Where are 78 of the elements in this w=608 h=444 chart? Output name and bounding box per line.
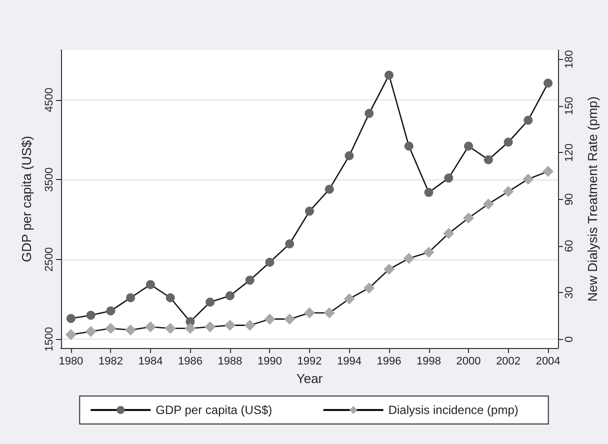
point xyxy=(384,70,394,80)
point xyxy=(224,320,236,331)
legend-label: GDP per capita (US$) xyxy=(156,403,272,417)
y-tick-label: 4500 xyxy=(44,88,56,112)
x-tick-label: 2004 xyxy=(536,356,560,368)
point xyxy=(403,252,414,264)
point xyxy=(404,142,414,151)
y2-tick-label: 150 xyxy=(564,96,576,116)
y2-tick-label: 90 xyxy=(564,193,576,206)
x-tick-label: 1992 xyxy=(297,356,322,368)
point xyxy=(126,293,136,302)
point xyxy=(324,184,334,194)
point xyxy=(502,186,514,198)
point xyxy=(305,206,314,216)
point xyxy=(164,322,176,334)
x-tick-label: 1998 xyxy=(416,356,442,368)
point xyxy=(105,322,116,334)
point xyxy=(384,264,395,275)
y2-tick-label: 180 xyxy=(564,50,576,69)
point xyxy=(206,298,215,307)
x-tick-label: 1986 xyxy=(178,356,202,368)
point xyxy=(463,212,474,224)
x-axis-title: Year xyxy=(296,371,324,386)
y2-tick-label: 30 xyxy=(564,286,576,299)
point xyxy=(265,258,274,267)
legend-label: Dialysis incidence (pmp) xyxy=(388,403,518,417)
x-tick-label: 1988 xyxy=(218,356,242,368)
x-tick-label: 1982 xyxy=(98,356,123,368)
y2-tick-label: 0 xyxy=(564,336,576,342)
point xyxy=(504,138,513,147)
point xyxy=(264,314,276,325)
point xyxy=(364,282,375,294)
y2-tick-label: 60 xyxy=(564,240,576,252)
point xyxy=(86,310,96,320)
x-tick-label: 2000 xyxy=(456,356,481,368)
point xyxy=(424,188,434,197)
point xyxy=(146,280,155,290)
point xyxy=(444,174,454,183)
point xyxy=(245,276,254,285)
point xyxy=(324,307,335,318)
y2-axis-title: New Dialysis Treatment Rate (pmp) xyxy=(585,96,600,302)
x-tick-label: 1990 xyxy=(258,356,282,368)
point xyxy=(166,293,175,302)
point xyxy=(125,324,136,336)
point xyxy=(284,314,296,325)
point xyxy=(65,329,76,340)
point xyxy=(522,174,534,185)
x-tick-label: 1994 xyxy=(337,356,362,368)
point xyxy=(443,228,454,240)
x-tick-label: 1996 xyxy=(376,356,402,368)
y-tick-label: 2500 xyxy=(44,247,56,272)
point xyxy=(66,314,76,323)
point xyxy=(482,198,494,210)
point xyxy=(144,321,156,332)
x-tick-label: 2002 xyxy=(496,356,521,368)
point xyxy=(225,291,234,300)
point xyxy=(464,142,474,151)
y-tick-label: 3500 xyxy=(44,167,56,192)
x-tick-label: 1980 xyxy=(58,356,84,368)
point xyxy=(106,306,116,316)
point xyxy=(542,166,554,177)
point xyxy=(304,307,315,318)
point xyxy=(524,116,533,125)
point xyxy=(344,151,354,160)
x-tick-label: 1984 xyxy=(138,356,163,368)
point xyxy=(204,321,216,332)
point xyxy=(544,78,553,88)
y-axis-title: GDP per capita (US$) xyxy=(19,136,34,262)
point xyxy=(85,326,96,338)
point xyxy=(484,155,493,164)
y-tick-label: 1500 xyxy=(44,326,56,352)
point xyxy=(285,239,294,248)
point xyxy=(423,246,434,258)
point xyxy=(364,108,374,118)
point xyxy=(184,322,196,334)
y2-tick-label: 120 xyxy=(564,143,576,162)
point xyxy=(244,320,256,331)
point xyxy=(344,293,355,304)
